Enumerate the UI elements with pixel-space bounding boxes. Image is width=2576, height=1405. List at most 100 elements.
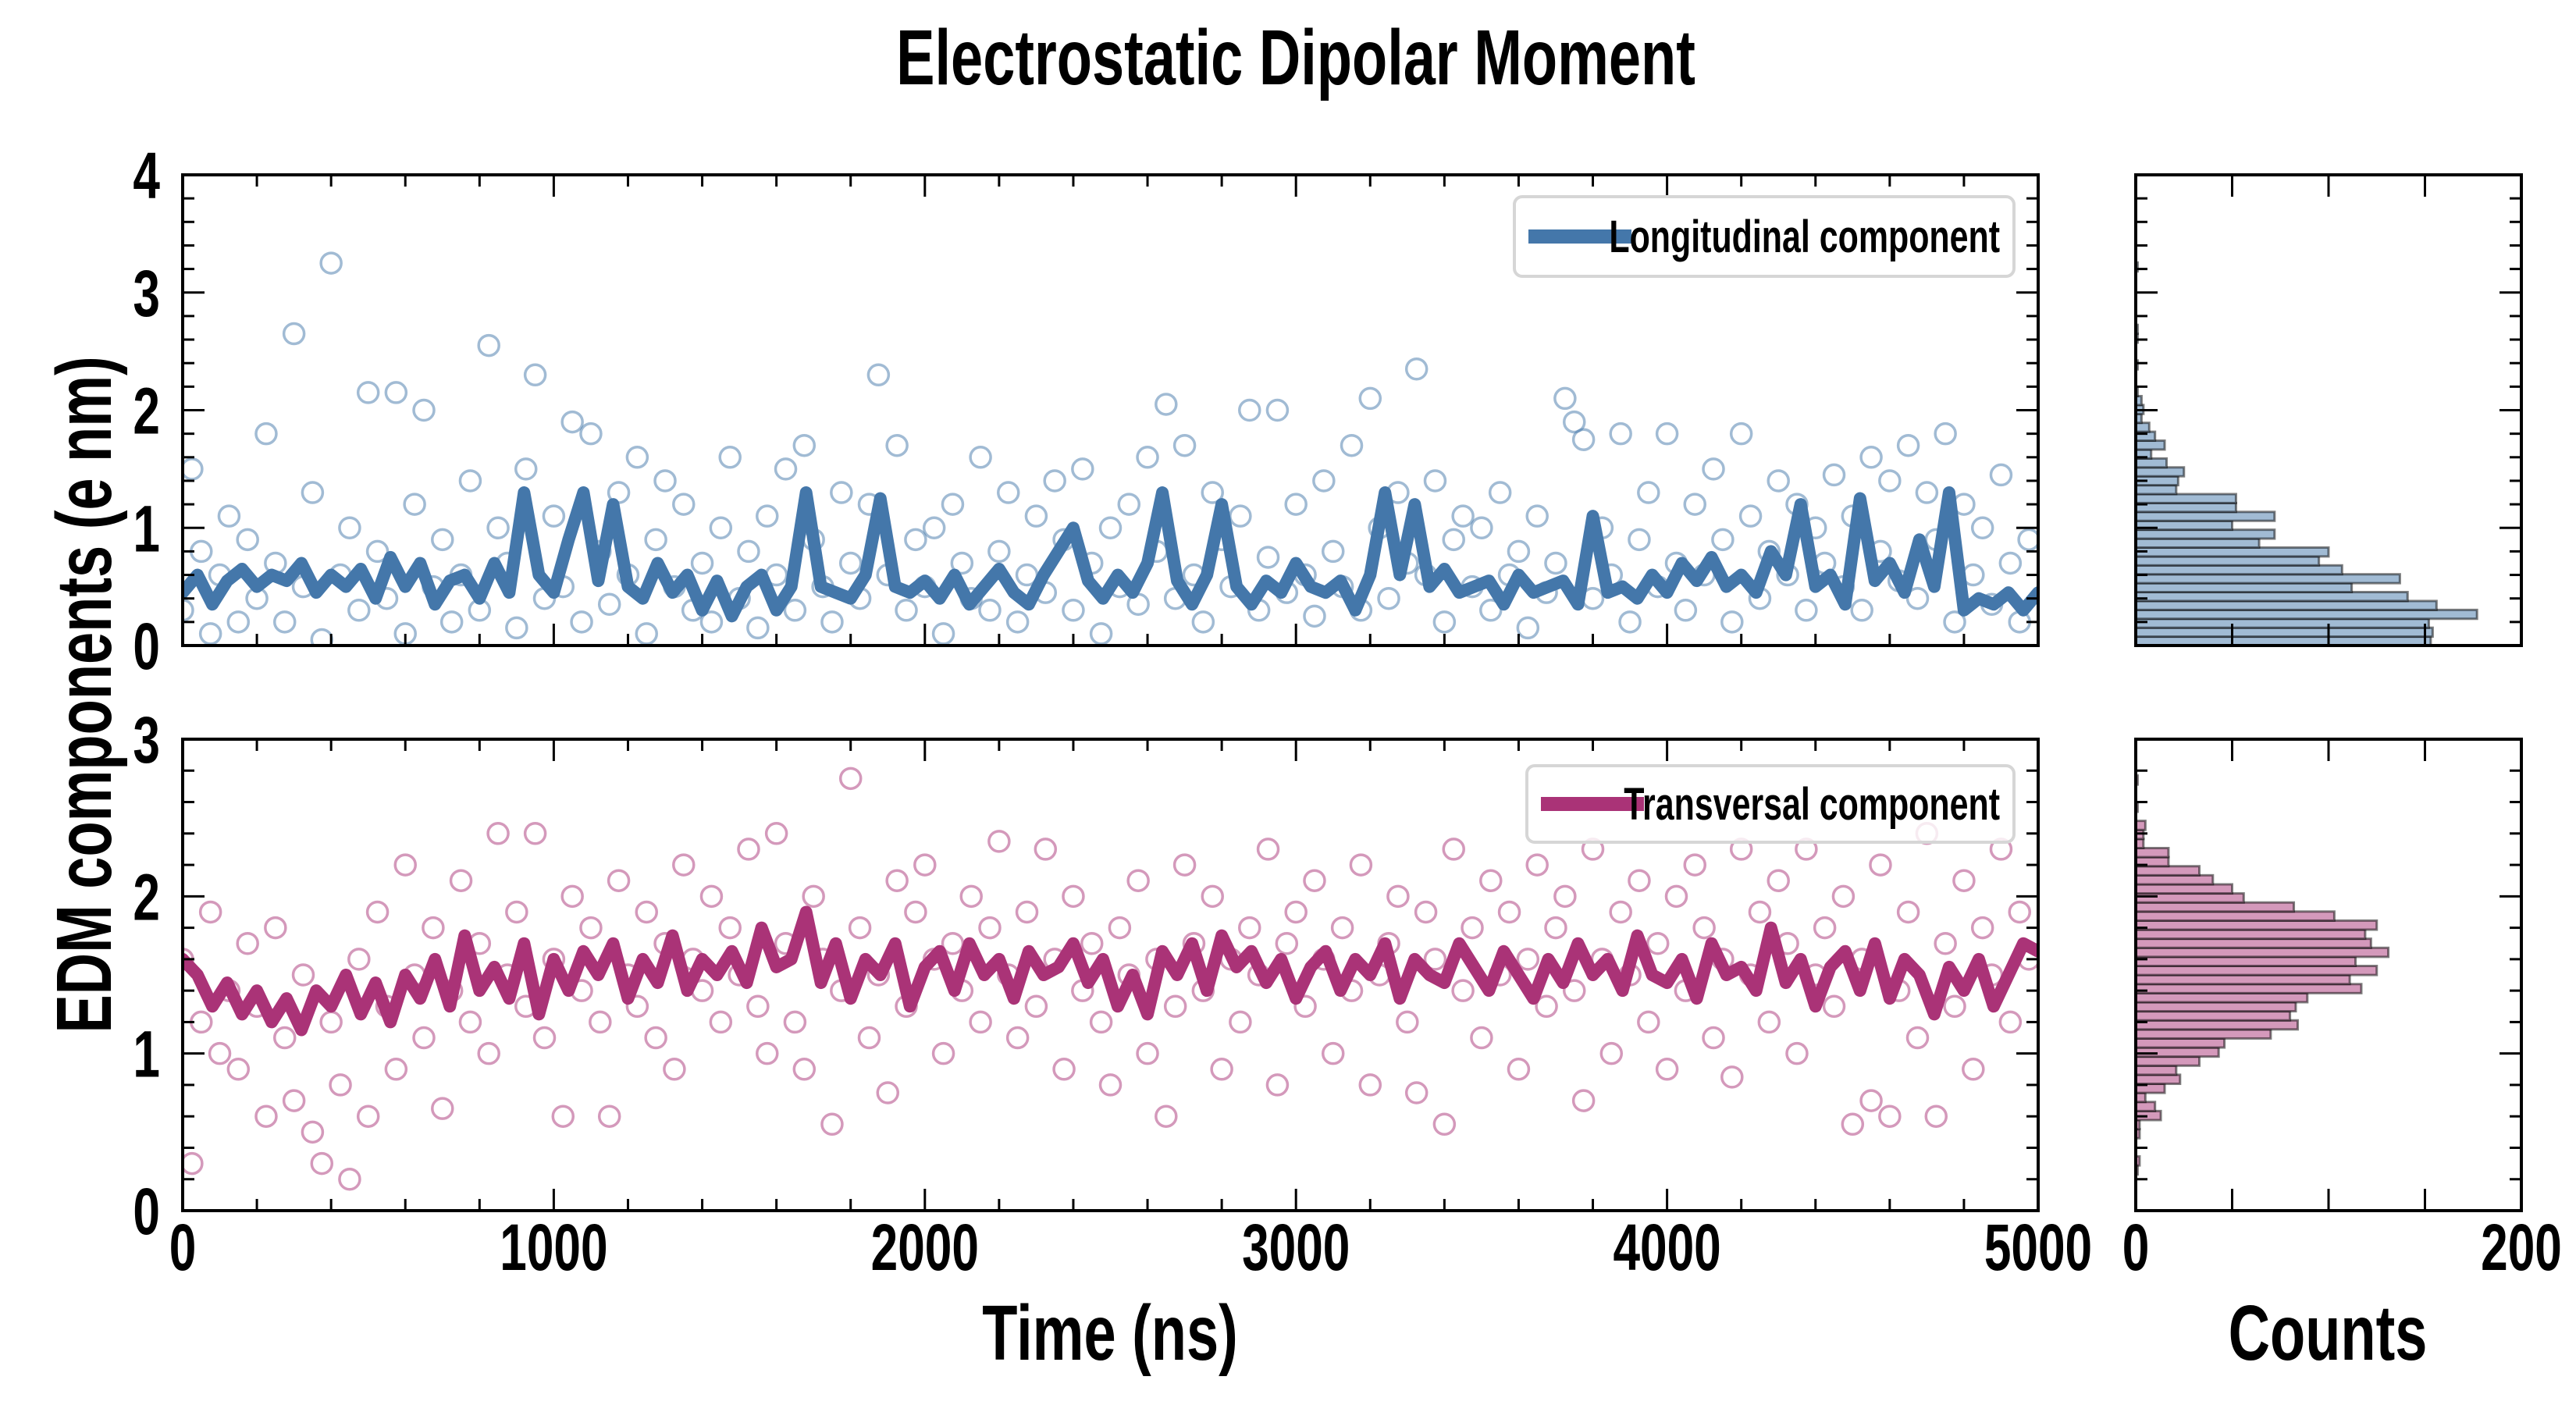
scatter-point [1915, 481, 1939, 504]
scatter-point [1934, 422, 1957, 446]
longitudinal-smoothed-line [183, 486, 2038, 623]
scatter-point [1377, 586, 1400, 610]
scatter-point [1284, 900, 1308, 924]
scatter-point [1905, 586, 1930, 610]
hist-x-axis-label-group: Counts [2229, 1289, 2428, 1377]
histogram-bar [2134, 1028, 2272, 1040]
legend-box [1513, 195, 2016, 278]
scatter-point [625, 446, 649, 469]
histogram-bar [2134, 501, 2237, 514]
scatter-point [931, 622, 955, 646]
y-tick-label: 3 [133, 703, 160, 777]
scatter-point [384, 381, 408, 404]
scatter-point [802, 884, 825, 909]
histogram-bar [2134, 946, 2390, 959]
histogram-bar [2134, 555, 2321, 567]
scatter-point [589, 1010, 612, 1034]
scatter-point [226, 610, 251, 634]
scatter-point [1859, 1089, 1883, 1112]
scatter-point [1934, 931, 1957, 955]
scatter-point [838, 551, 863, 575]
scatter-point [1785, 1041, 1809, 1065]
scatter-point [1989, 463, 2013, 487]
scatter-point [1312, 469, 1336, 493]
scatter-point [756, 504, 779, 528]
scatter-point [1683, 853, 1707, 877]
y-tick-label-group: 2 [133, 860, 160, 934]
scatter-point [1822, 463, 1846, 487]
scatter-point [950, 551, 974, 575]
transversal-smoothed-line [183, 905, 2038, 1037]
chart-title: Electrostatic Dipolar Moment [896, 13, 1695, 101]
scatter-point [1432, 610, 1457, 634]
histogram-bar [2134, 546, 2330, 558]
scatter-point [1451, 979, 1475, 1002]
histogram-bar [2134, 1001, 2297, 1013]
hist-x-tick-label: 200 [2481, 1211, 2562, 1284]
scatter-point [208, 1041, 232, 1065]
histogram-bars [2134, 261, 2478, 647]
scatter-point [746, 616, 770, 640]
scatter-point [820, 610, 844, 634]
scatter-point [1024, 994, 1048, 1019]
scatter-point [1962, 1058, 1985, 1081]
scatter-point [1210, 1058, 1233, 1081]
scatter-point [1525, 504, 1549, 528]
scatter-point [1738, 504, 1763, 528]
x-tick-label: 5000 [1984, 1211, 2092, 1284]
scatter-point [1479, 599, 1503, 622]
scatter-point [1859, 446, 1883, 469]
scatter-point [505, 900, 528, 924]
y-axis-label-group: EDM components (e nm) [40, 356, 128, 1033]
scatter-point [1628, 869, 1651, 892]
scatter-point [403, 493, 426, 516]
scatter-point [365, 900, 390, 924]
histogram-bars [2134, 774, 2390, 1176]
scatter-point [1015, 900, 1039, 924]
histogram-bar [2134, 608, 2478, 621]
scatter-point [969, 446, 992, 469]
scatter-point [477, 333, 500, 357]
scatter-point [941, 493, 965, 516]
scatter-point [236, 931, 259, 955]
scatter-point [1005, 1026, 1030, 1050]
x-tick-label: 2000 [871, 1211, 979, 1284]
scatter-point [1637, 481, 1660, 504]
scatter-point [941, 931, 965, 955]
scatter-point [857, 1026, 881, 1050]
scatter-point [338, 1167, 361, 1191]
scatter-point [291, 963, 315, 987]
scatter-point [1683, 493, 1707, 516]
scatter-point [987, 539, 1011, 564]
histogram-bar [2134, 991, 2309, 1004]
scatter-point [1507, 539, 1531, 564]
scatter-point [1191, 610, 1215, 634]
scatter-point [1386, 884, 1410, 909]
histogram-bar [2134, 1064, 2178, 1076]
scatter-point [1943, 610, 1966, 634]
scatter-point [1136, 1041, 1159, 1065]
x-tick-label-group: 4000 [1613, 1211, 1720, 1284]
scatter-point [1655, 422, 1679, 446]
scatter-point [1535, 994, 1558, 1019]
scatter-point [1201, 884, 1224, 909]
histogram-bar [2134, 1046, 2220, 1058]
scatter-point [885, 433, 909, 457]
scatter-point [319, 1010, 343, 1034]
y-tick-label: 4 [133, 139, 160, 212]
scatter-point [1284, 493, 1308, 516]
legend-label: Longitudinal component [1609, 212, 2000, 262]
scatter-point [439, 610, 464, 634]
scatter-point [792, 433, 817, 457]
scatter-point [699, 610, 724, 634]
histogram-bar [2134, 1019, 2299, 1031]
histogram-bar [2134, 617, 2430, 629]
scatter-point [597, 592, 621, 616]
histogram-bar [2134, 626, 2434, 638]
y-tick-label-group: 0 [133, 1175, 160, 1248]
scatter-point [913, 853, 937, 877]
scatter-point [959, 884, 983, 909]
scatter-point [1813, 916, 1837, 940]
x-tick-label-group: 1000 [500, 1211, 607, 1284]
scatter-point [1238, 398, 1261, 422]
